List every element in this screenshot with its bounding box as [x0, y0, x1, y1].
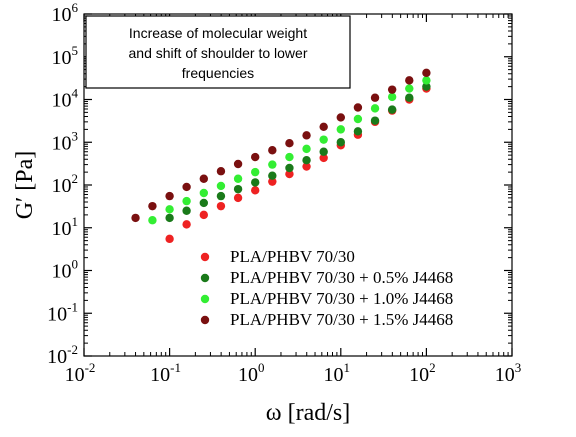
annotation-line-3: frequencies	[182, 65, 254, 81]
data-point-series-2	[336, 138, 345, 147]
data-point-series-4	[302, 131, 311, 140]
data-point-series-2	[302, 156, 311, 165]
x-axis-label: ω [rad/s]	[266, 400, 350, 426]
data-point-series-3	[268, 160, 277, 169]
annotation-line-2: and shift of shoulder to lower	[129, 45, 308, 61]
x-tick-label: 101	[324, 360, 351, 386]
data-point-series-4	[216, 167, 226, 176]
data-point-series-4	[199, 174, 209, 183]
data-point-series-4	[268, 146, 277, 155]
data-point-series-2	[182, 206, 191, 215]
data-point-series-3	[422, 76, 431, 85]
y-tick-label: 10-2	[47, 342, 78, 368]
data-point-series-2	[233, 184, 243, 194]
data-point-series-4	[233, 159, 243, 169]
data-point-series-3	[233, 174, 243, 183]
data-point-series-2	[165, 213, 174, 223]
y-tick-label: 105	[52, 43, 79, 69]
legend-label-3: PLA/PHBV 70/30 + 1.0% J4468	[230, 289, 453, 308]
y-tick-label: 106	[52, 0, 79, 26]
y-tick-label: 103	[52, 128, 79, 154]
data-point-series-4	[319, 122, 328, 131]
data-point-series-1	[268, 177, 277, 186]
y-tick-label: 10-1	[47, 299, 78, 325]
data-point-series-3	[302, 144, 311, 154]
data-point-series-2	[216, 191, 226, 201]
data-point-series-3	[285, 152, 294, 162]
y-axis-label: G′ [Pa]	[12, 151, 38, 220]
data-point-series-3	[199, 188, 209, 198]
data-point-series-3	[387, 92, 397, 102]
annotation-line-1: Increase of molecular weight	[129, 25, 307, 41]
data-point-series-4	[336, 113, 345, 122]
data-point-series-1	[302, 162, 311, 171]
data-point-series-2	[268, 171, 277, 180]
y-tick-label: 102	[52, 171, 79, 197]
data-point-series-4	[370, 93, 380, 102]
y-tick-label: 104	[52, 86, 79, 112]
data-point-series-4	[165, 191, 174, 201]
data-point-series-3	[336, 125, 345, 134]
data-point-series-3	[182, 196, 191, 206]
legend-marker-3	[200, 294, 210, 304]
data-point-series-2	[370, 116, 380, 125]
data-point-series-4	[422, 68, 431, 78]
x-tick-label: 10-1	[150, 360, 181, 386]
x-tick-label: 100	[238, 360, 265, 386]
data-point-series-1	[233, 193, 243, 203]
data-point-series-1	[251, 186, 260, 195]
data-point-series-1	[182, 220, 191, 229]
data-point-series-4	[285, 139, 294, 148]
legend-label-4: PLA/PHBV 70/30 + 1.5% J4468	[230, 310, 453, 329]
legend-label-2: PLA/PHBV 70/30 + 0.5% J4468	[230, 268, 453, 287]
data-point-series-1	[165, 234, 174, 244]
data-point-series-4	[387, 85, 397, 94]
data-point-series-3	[353, 114, 363, 124]
legend-label-1: PLA/PHBV 70/30	[230, 247, 355, 266]
data-point-series-4	[353, 103, 363, 112]
x-tick-label: 103	[495, 360, 522, 386]
data-point-series-2	[285, 163, 294, 173]
legend-marker-1	[200, 252, 210, 262]
annotation-box	[85, 15, 351, 89]
data-point-series-2	[319, 147, 328, 156]
data-point-series-2	[387, 105, 397, 114]
y-tick-label: 101	[52, 214, 79, 240]
data-point-series-1	[285, 169, 294, 179]
data-point-series-3	[148, 216, 157, 225]
data-point-series-1	[319, 153, 328, 163]
data-point-series-3	[370, 104, 380, 113]
data-point-series-4	[251, 152, 260, 162]
data-point-series-2	[199, 198, 209, 208]
x-tick-label: 10-2	[65, 360, 96, 386]
data-point-series-3	[251, 167, 260, 177]
data-point-series-2	[422, 82, 431, 91]
data-point-series-4	[131, 213, 140, 223]
data-point-series-2	[405, 93, 414, 102]
legend-marker-2	[200, 273, 210, 283]
data-point-series-4	[148, 201, 157, 211]
x-tick-label: 102	[409, 360, 436, 386]
data-point-series-3	[405, 84, 414, 93]
data-point-series-2	[353, 127, 363, 136]
data-point-series-3	[319, 135, 328, 144]
data-point-series-1	[199, 210, 209, 220]
data-point-series-2	[251, 178, 260, 187]
data-point-series-4	[405, 76, 414, 85]
data-point-series-3	[165, 205, 174, 214]
legend-marker-4	[200, 315, 210, 325]
y-tick-label: 100	[52, 257, 79, 283]
data-point-series-3	[216, 181, 226, 191]
data-point-series-1	[216, 201, 226, 211]
data-point-series-4	[182, 182, 191, 192]
